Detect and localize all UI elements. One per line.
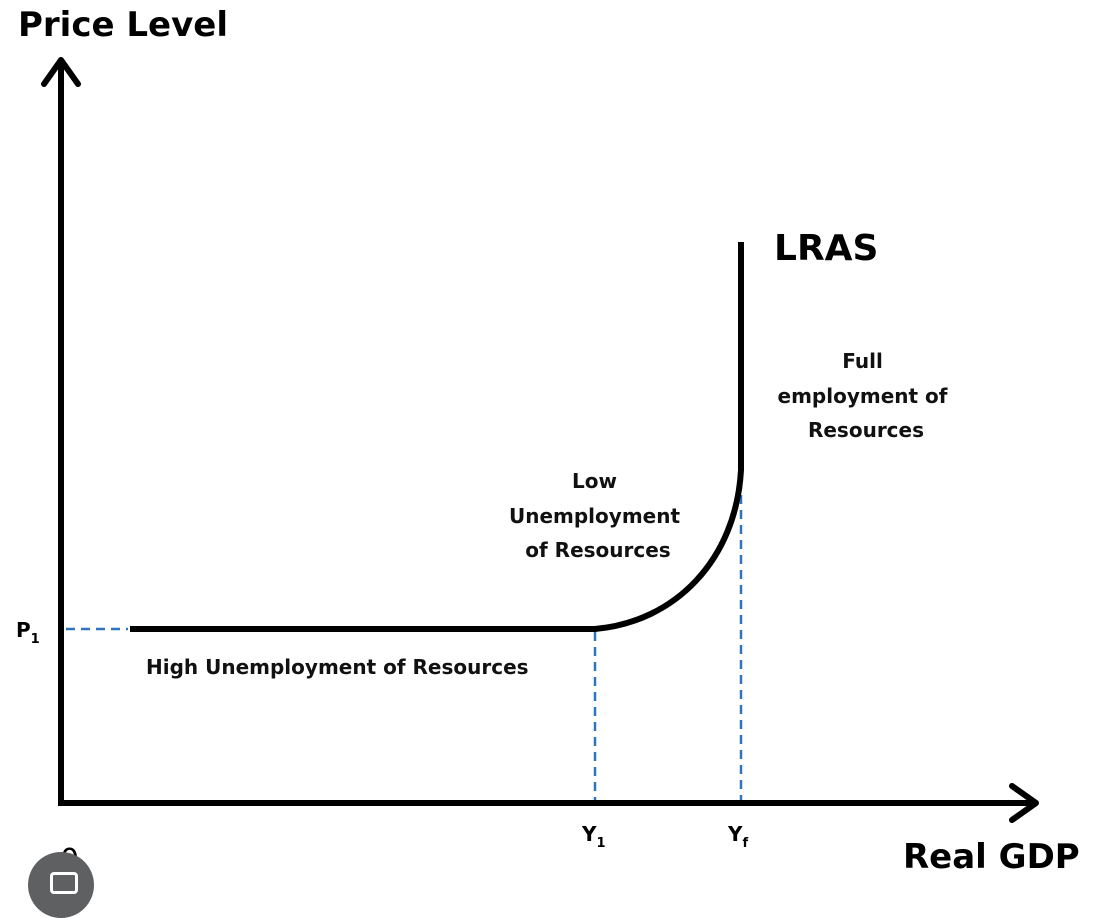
x-axis-arrow	[1009, 783, 1039, 823]
full-employment-line-2: employment of	[778, 384, 948, 408]
p1-tick-sub: 1	[31, 632, 40, 647]
p1-tick-main: P	[16, 618, 31, 642]
low-unemployment-line-3: of Resources	[525, 538, 670, 562]
lras-label: LRAS	[774, 228, 878, 269]
y1-tick-label: Y1	[581, 822, 606, 851]
image-search-icon	[50, 872, 78, 894]
yf-tick-label: Yf	[727, 822, 748, 851]
high-unemployment-label: High Unemployment of Resources	[146, 655, 529, 679]
y1-tick-main: Y	[581, 822, 597, 846]
low-unemployment-line-1: Low	[572, 469, 617, 493]
low-unemployment-label: Low Unemployment of Resources	[509, 469, 687, 562]
low-unemployment-line-2: Unemployment	[509, 504, 680, 528]
lras-curve	[130, 242, 744, 632]
y-axis-title: Price Level	[18, 5, 228, 45]
lras-diagram: Price Level Real GDP LRAS High Unemploym…	[16, 5, 1080, 878]
yf-tick-sub: f	[742, 836, 748, 851]
x-axis-title: Real GDP	[903, 837, 1080, 877]
full-employment-label: Full employment of Resources	[778, 349, 955, 442]
y1-tick-sub: 1	[596, 836, 605, 851]
yf-tick-main: Y	[727, 822, 743, 846]
full-employment-line-3: Resources	[808, 418, 924, 442]
y-axis-arrow	[41, 57, 81, 87]
p1-tick-label: P1	[16, 618, 40, 647]
full-employment-line-1: Full	[842, 349, 883, 373]
